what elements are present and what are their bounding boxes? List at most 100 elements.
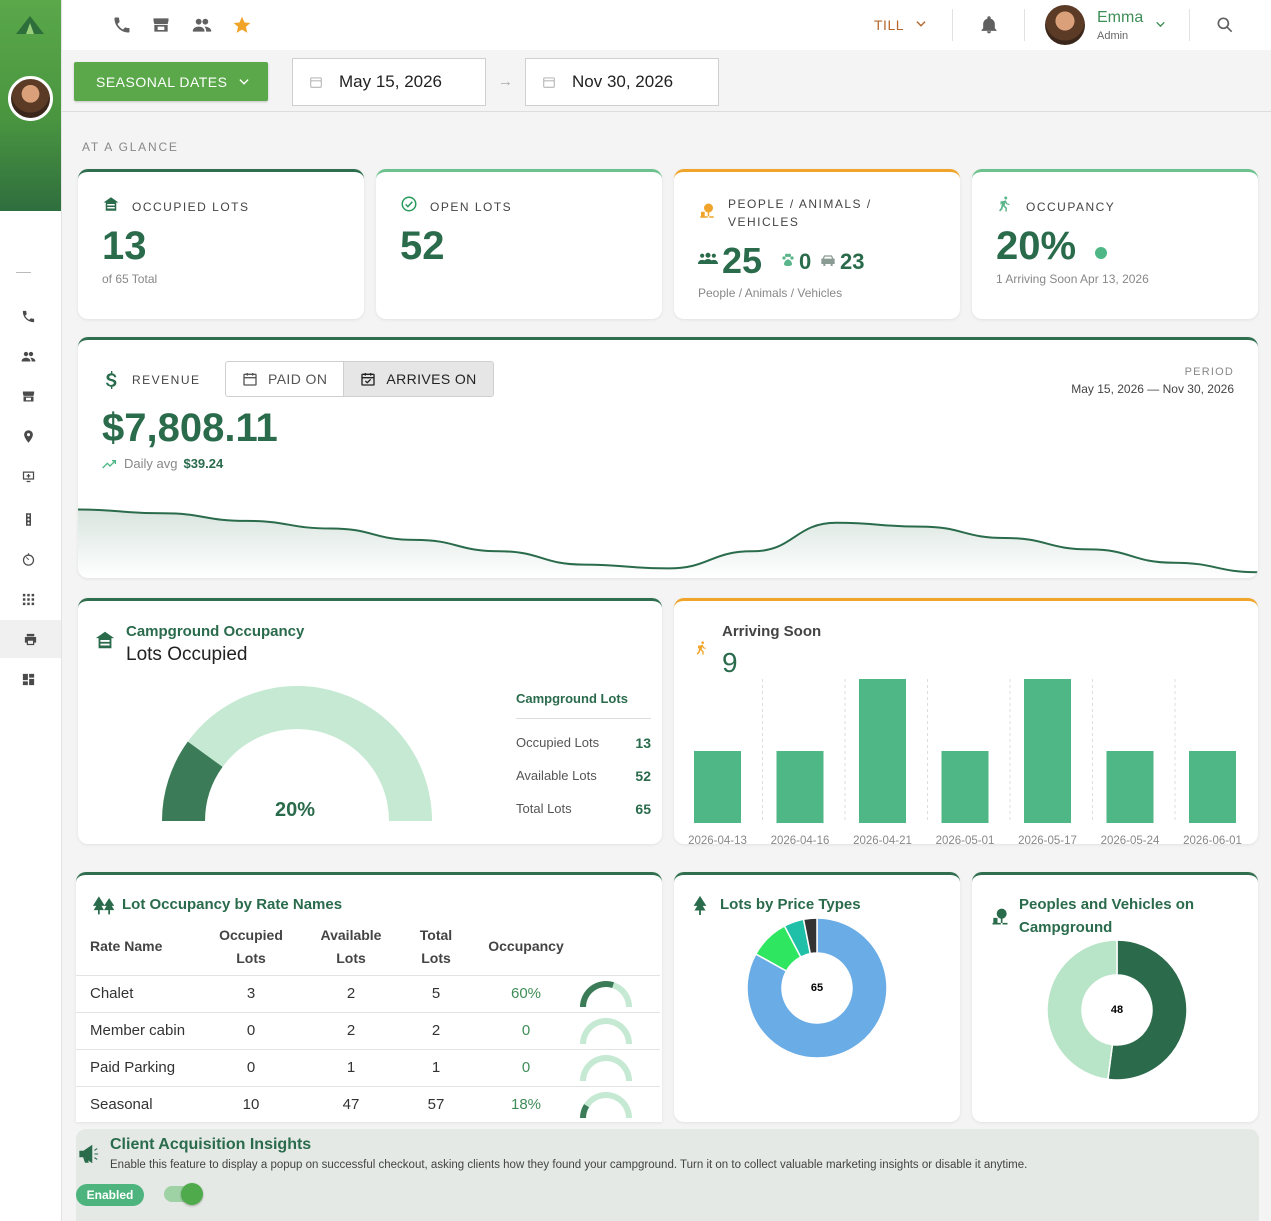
start-date-value: May 15, 2026: [339, 72, 443, 91]
arrives-on-label: ARRIVES ON: [386, 371, 477, 387]
x-tick-label: 2026-05-24: [1101, 835, 1160, 844]
trending-up-icon: [102, 459, 116, 468]
search-icon[interactable]: [1214, 14, 1236, 36]
mini-gauge-cell: [571, 1011, 660, 1049]
bar[interactable]: [776, 751, 824, 823]
divider: [1189, 9, 1190, 41]
seasonal-dates-button[interactable]: SEASONAL DATES: [74, 62, 268, 101]
campground-occupancy-title: Campground Occupancy: [126, 623, 305, 640]
x-tick-label: 2026-06-01: [1183, 835, 1242, 844]
insights-toggle[interactable]: [164, 1183, 203, 1205]
store-icon[interactable]: [20, 388, 36, 404]
donut-slice[interactable]: [746, 917, 888, 1059]
status-dot: [1095, 247, 1107, 259]
occupied-lots-card[interactable]: OCCUPIED LOTS 13 of 65 Total: [78, 169, 364, 319]
timer-icon[interactable]: [20, 551, 36, 567]
gauge-fill: [162, 741, 223, 821]
bell-icon[interactable]: [978, 14, 1000, 36]
people-sub: People / Animals / Vehicles: [698, 286, 843, 300]
people-count: 25: [722, 240, 763, 281]
dollar-icon: [104, 371, 118, 394]
cabin-icon: [94, 629, 116, 656]
start-date-field[interactable]: May 15, 2026: [292, 58, 486, 106]
bar[interactable]: [694, 751, 741, 823]
occupied-cell: 0: [191, 1048, 311, 1086]
open-lots-label: OPEN LOTS: [430, 200, 513, 214]
phone-icon[interactable]: [111, 14, 133, 36]
rate-occupancy-title: Lot Occupancy by Rate Names: [122, 896, 343, 913]
sidebar-divider: [16, 272, 31, 273]
divider: [1024, 9, 1025, 41]
row-label: Occupied Lots: [516, 735, 600, 750]
x-tick-label: 2026-04-16: [771, 835, 830, 844]
paid-on-button[interactable]: PAID ON: [226, 362, 343, 396]
chevron-down-icon[interactable]: [1154, 18, 1167, 36]
mini-gauge-cell: [571, 974, 660, 1012]
user-name[interactable]: Emma: [1097, 9, 1144, 26]
bar[interactable]: [1189, 751, 1236, 823]
toggle-knob[interactable]: [181, 1183, 203, 1205]
people-icon[interactable]: [191, 14, 213, 36]
star-icon[interactable]: [231, 14, 253, 36]
bar[interactable]: [1024, 679, 1071, 823]
megaphone-icon: [78, 1144, 100, 1169]
header-occupancy: Occupancy: [488, 938, 564, 955]
donut-slice[interactable]: [1046, 939, 1118, 1081]
revenue-trend-chart: [78, 508, 1258, 578]
occupied-cell: 3: [191, 974, 311, 1012]
user-avatar[interactable]: [1045, 5, 1085, 45]
arriving-soon-chart: 2026-04-13 2026-04-16 2026-04-21 2026-05-01…: [688, 679, 1242, 844]
sidebar: [0, 0, 62, 1221]
people-icon[interactable]: [20, 348, 36, 364]
paid-on-label: PAID ON: [268, 371, 328, 387]
grid-apps-icon[interactable]: [20, 591, 36, 607]
location-pin-icon[interactable]: [20, 428, 36, 444]
daily-avg-value: $39.24: [183, 456, 224, 471]
table-row: Available Lots 52: [516, 766, 651, 785]
arriving-soon-count: 9: [722, 647, 738, 678]
people-tree-icon: [990, 907, 1010, 932]
screen-share-icon[interactable]: [20, 468, 36, 484]
chevron-down-icon[interactable]: [914, 17, 928, 36]
occupancy-sub: 1 Arriving Soon Apr 13, 2026: [996, 272, 1149, 286]
occupied-lots-value: 13: [102, 224, 147, 268]
bar[interactable]: [859, 679, 906, 823]
end-date-field[interactable]: Nov 30, 2026: [525, 58, 719, 106]
bar[interactable]: [941, 751, 989, 823]
dashboard-icon[interactable]: [20, 671, 36, 687]
walking-person-icon: [996, 195, 1014, 218]
printer-icon[interactable]: [0, 620, 61, 658]
occupancy-cell: 0: [481, 1011, 571, 1049]
header-available: Available Lots: [320, 926, 382, 966]
walking-person-icon: [694, 637, 710, 664]
bar[interactable]: [1106, 751, 1154, 823]
row-value: 52: [635, 767, 651, 784]
phone-icon[interactable]: [20, 308, 36, 324]
insights-description: Enable this feature to display a popup o…: [110, 1159, 1028, 1171]
filter-bar: SEASONAL DATES May 15, 2026 → Nov 30, 20…: [62, 50, 1271, 112]
x-tick-label: 2026-05-17: [1018, 835, 1077, 844]
traffic-light-icon[interactable]: [20, 511, 36, 527]
open-lots-card[interactable]: OPEN LOTS 52: [376, 169, 662, 319]
available-cell: 2: [311, 1011, 391, 1049]
till-label[interactable]: TILL: [874, 17, 905, 33]
donut-slice[interactable]: [1107, 939, 1188, 1081]
store-icon[interactable]: [150, 14, 172, 36]
people-animals-vehicles-card[interactable]: PEOPLE / ANIMALS / VEHICLES 25 0 23 Peop…: [674, 169, 960, 319]
mini-gauge: [580, 980, 632, 1007]
arrives-on-button[interactable]: ARRIVES ON: [343, 362, 493, 396]
insights-title: Client Acquisition Insights: [110, 1136, 312, 1153]
x-tick-label: 2026-04-21: [853, 835, 912, 844]
occupied-lots-label: OCCUPIED LOTS: [132, 200, 250, 214]
donut-slice[interactable]: [802, 917, 818, 955]
mini-gauge: [580, 1054, 632, 1081]
tent-logo-icon[interactable]: [14, 14, 46, 41]
table-row: Chalet 3 2 5 60%: [76, 974, 660, 1012]
trees-icon: [92, 895, 116, 920]
top-bar: TILL Emma Admin: [62, 0, 1271, 50]
row-label: Total Lots: [516, 801, 572, 816]
sidebar-avatar[interactable]: [8, 76, 53, 121]
animals-count: 0: [799, 249, 812, 274]
occupancy-card[interactable]: OCCUPANCY 20% 1 Arriving Soon Apr 13, 20…: [972, 169, 1258, 319]
peoples-vehicles-card: Peoples and Vehicles on Campground 48: [972, 872, 1258, 1122]
